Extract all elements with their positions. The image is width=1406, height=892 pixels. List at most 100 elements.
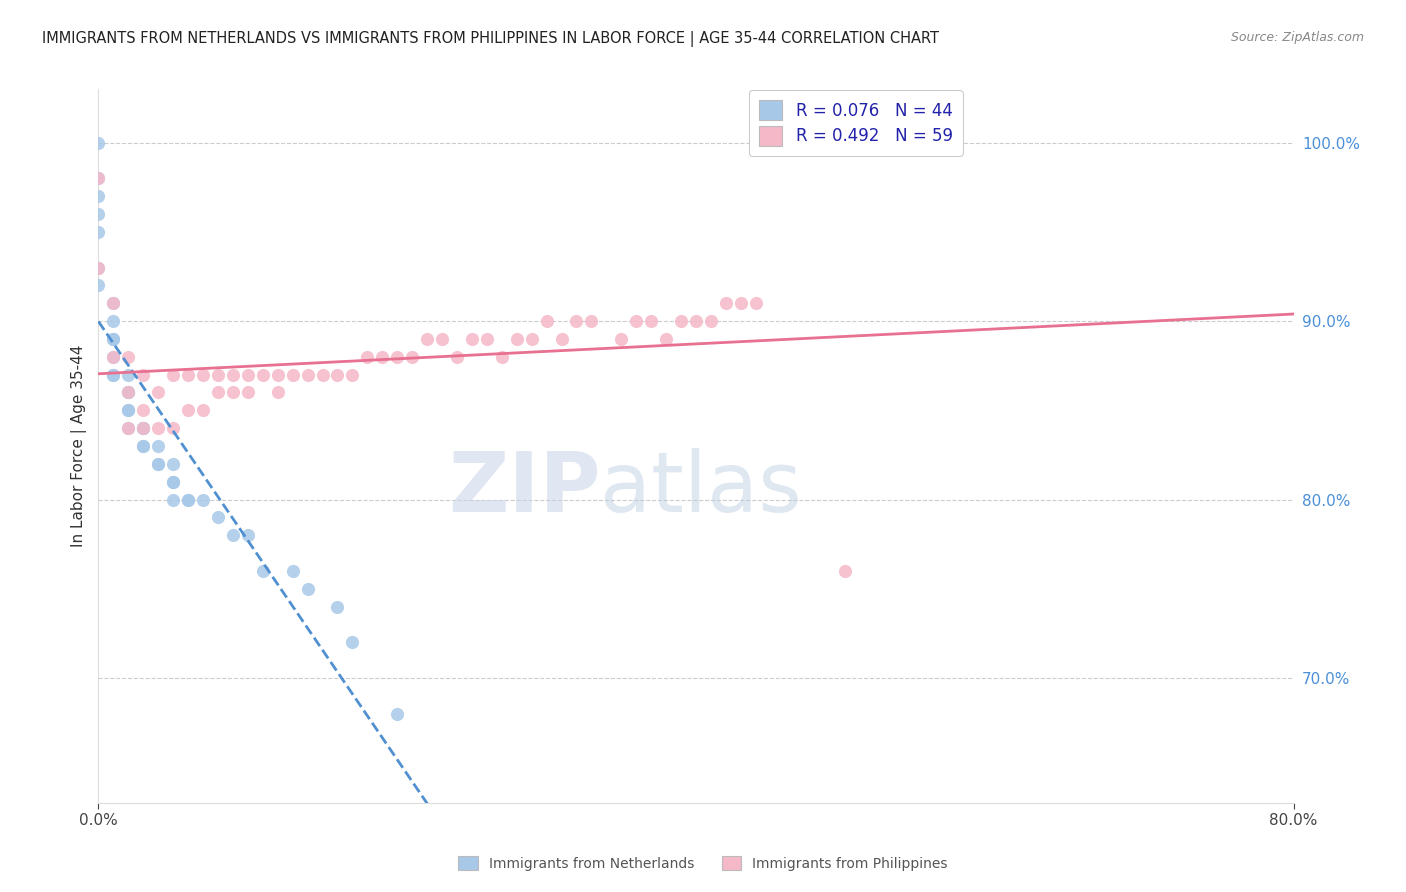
Point <box>371 350 394 364</box>
Text: ZIP: ZIP <box>449 449 600 529</box>
Point <box>191 492 214 507</box>
Point <box>87 225 110 239</box>
Point <box>117 385 139 400</box>
Point <box>461 332 484 346</box>
Point <box>148 457 170 471</box>
Point <box>148 439 170 453</box>
Point <box>103 368 125 382</box>
Point <box>714 296 737 310</box>
Point <box>117 403 139 417</box>
Point <box>132 368 155 382</box>
Point <box>745 296 768 310</box>
Point <box>385 350 409 364</box>
Point <box>117 385 139 400</box>
Point <box>177 368 200 382</box>
Point <box>536 314 558 328</box>
Point <box>207 385 229 400</box>
Point <box>132 439 155 453</box>
Point <box>520 332 543 346</box>
Text: IMMIGRANTS FROM NETHERLANDS VS IMMIGRANTS FROM PHILIPPINES IN LABOR FORCE | AGE : IMMIGRANTS FROM NETHERLANDS VS IMMIGRANT… <box>42 31 939 47</box>
Point <box>267 385 290 400</box>
Point <box>297 368 319 382</box>
Point <box>103 350 125 364</box>
Point <box>297 582 319 596</box>
Point <box>491 350 513 364</box>
Point <box>550 332 572 346</box>
Text: atlas: atlas <box>600 449 801 529</box>
Point <box>87 171 110 186</box>
Point <box>132 421 155 435</box>
Point <box>103 332 125 346</box>
Point <box>236 528 259 542</box>
Point <box>191 368 214 382</box>
Point <box>506 332 529 346</box>
Point <box>87 260 110 275</box>
Point <box>685 314 707 328</box>
Point <box>103 314 125 328</box>
Point <box>565 314 588 328</box>
Point <box>640 314 662 328</box>
Point <box>117 421 139 435</box>
Point <box>207 510 229 524</box>
Point <box>191 403 214 417</box>
Point <box>267 368 290 382</box>
Point <box>162 475 184 489</box>
Point <box>669 314 692 328</box>
Point <box>475 332 498 346</box>
Point <box>103 296 125 310</box>
Point <box>162 475 184 489</box>
Point <box>117 421 139 435</box>
Point <box>162 421 184 435</box>
Point <box>401 350 423 364</box>
Point <box>148 457 170 471</box>
Point <box>117 368 139 382</box>
Point <box>132 421 155 435</box>
Point <box>87 207 110 221</box>
Y-axis label: In Labor Force | Age 35-44: In Labor Force | Age 35-44 <box>72 345 87 547</box>
Point <box>626 314 648 328</box>
Point <box>834 564 856 578</box>
Point <box>177 492 200 507</box>
Point <box>222 528 245 542</box>
Point <box>132 403 155 417</box>
Point <box>356 350 378 364</box>
Point <box>103 350 125 364</box>
Point <box>177 403 200 417</box>
Point <box>177 492 200 507</box>
Point <box>162 457 184 471</box>
Point <box>207 368 229 382</box>
Point <box>162 368 184 382</box>
Point <box>148 385 170 400</box>
Text: Source: ZipAtlas.com: Source: ZipAtlas.com <box>1230 31 1364 45</box>
Point <box>132 421 155 435</box>
Point <box>326 599 349 614</box>
Point <box>222 385 245 400</box>
Point <box>581 314 603 328</box>
Point <box>87 136 110 150</box>
Point <box>87 278 110 293</box>
Point <box>326 368 349 382</box>
Point <box>252 368 274 382</box>
Legend: R = 0.076   N = 44, R = 0.492   N = 59: R = 0.076 N = 44, R = 0.492 N = 59 <box>749 90 963 155</box>
Point <box>252 564 274 578</box>
Point <box>281 368 304 382</box>
Point <box>87 260 110 275</box>
Point <box>236 368 259 382</box>
Point <box>117 385 139 400</box>
Point <box>655 332 678 346</box>
Point <box>117 350 139 364</box>
Point <box>87 189 110 203</box>
Point <box>148 421 170 435</box>
Point <box>132 439 155 453</box>
Point <box>132 421 155 435</box>
Point <box>610 332 633 346</box>
Point <box>700 314 723 328</box>
Point <box>87 171 110 186</box>
Point <box>236 385 259 400</box>
Point <box>103 296 125 310</box>
Point <box>162 492 184 507</box>
Legend: Immigrants from Netherlands, Immigrants from Philippines: Immigrants from Netherlands, Immigrants … <box>453 850 953 876</box>
Point <box>222 368 245 382</box>
Point <box>730 296 752 310</box>
Point <box>342 635 364 649</box>
